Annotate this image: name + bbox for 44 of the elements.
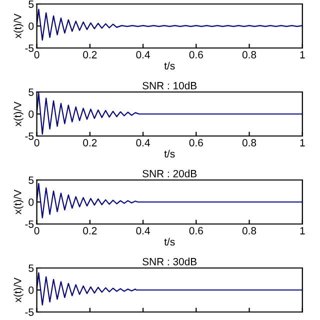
line-series [36,272,302,306]
y-axis-title: x(t)/V [14,14,24,38]
x-tick-label: 0.2 [83,51,97,58]
y-tick-label: -5 [25,44,34,52]
x-tick-label: 0 [34,139,40,146]
x-tick-label: 0.6 [189,51,203,58]
y-axis-title: x(t)/V [14,102,24,126]
y-axis-title: x(t)/V [14,278,24,302]
x-tick-label: 0.8 [242,51,256,58]
x-tick-label: 0.8 [242,227,256,234]
y-tick-label: 0 [28,110,34,118]
y-axis-title: x(t)/V [14,190,24,214]
y-tick-label: -5 [25,132,34,140]
x-tick-label: 1 [300,227,305,234]
y-tick-label: -5 [25,220,34,228]
chart-title: SNR : 30dB [142,258,197,266]
x-axis-title: t/s [164,150,175,158]
x-tick-label: 0.6 [189,227,203,234]
x-tick-label: 0.6 [189,139,203,146]
chart-title: SNR : 10dB [142,82,197,90]
y-tick-label: 5 [28,88,34,96]
y-tick-label: 5 [28,264,34,272]
line-series [36,8,302,41]
x-tick-label: 0 [34,227,40,234]
x-tick-label: 0.4 [136,139,150,146]
x-tick-label: 0.4 [136,227,150,234]
x-tick-label: 0.8 [242,139,256,146]
y-tick-label: 0 [28,198,34,206]
line-series [36,92,302,135]
x-axis-title: t/s [164,62,175,70]
y-tick-label: 0 [28,286,34,294]
x-tick-label: 0.2 [83,227,97,234]
y-tick-label: 5 [28,0,34,8]
x-tick-label: 0 [34,51,40,58]
y-tick-label: 0 [28,22,34,30]
x-tick-label: 0.4 [136,51,150,58]
x-axis-title: t/s [164,238,175,246]
x-tick-label: 1 [300,139,305,146]
y-tick-label: -5 [25,308,34,316]
y-tick-label: 5 [28,176,34,184]
x-tick-label: 0.2 [83,139,97,146]
x-tick-label: 1 [300,51,305,58]
line-series [36,182,302,218]
chart-title: SNR : 20dB [142,170,197,178]
